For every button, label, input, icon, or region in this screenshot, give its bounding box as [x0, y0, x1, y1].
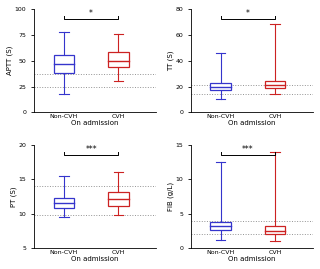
Bar [265, 226, 285, 235]
Bar [54, 198, 74, 208]
Bar [108, 192, 129, 206]
Y-axis label: TT (S): TT (S) [167, 50, 174, 71]
Y-axis label: APTT (S): APTT (S) [7, 46, 13, 75]
Text: ***: *** [85, 145, 97, 154]
X-axis label: On admission: On admission [228, 120, 276, 126]
X-axis label: On admission: On admission [71, 256, 119, 262]
Bar [265, 81, 285, 88]
Bar [108, 52, 129, 67]
Bar [54, 55, 74, 73]
X-axis label: On admission: On admission [228, 256, 276, 262]
Y-axis label: FIB (g/L): FIB (g/L) [168, 182, 174, 211]
Bar [210, 222, 231, 230]
Text: *: * [246, 9, 250, 18]
Text: ***: *** [242, 145, 254, 154]
Text: *: * [89, 9, 93, 18]
X-axis label: On admission: On admission [71, 120, 119, 126]
Bar [210, 83, 231, 90]
Y-axis label: PT (S): PT (S) [11, 186, 17, 207]
